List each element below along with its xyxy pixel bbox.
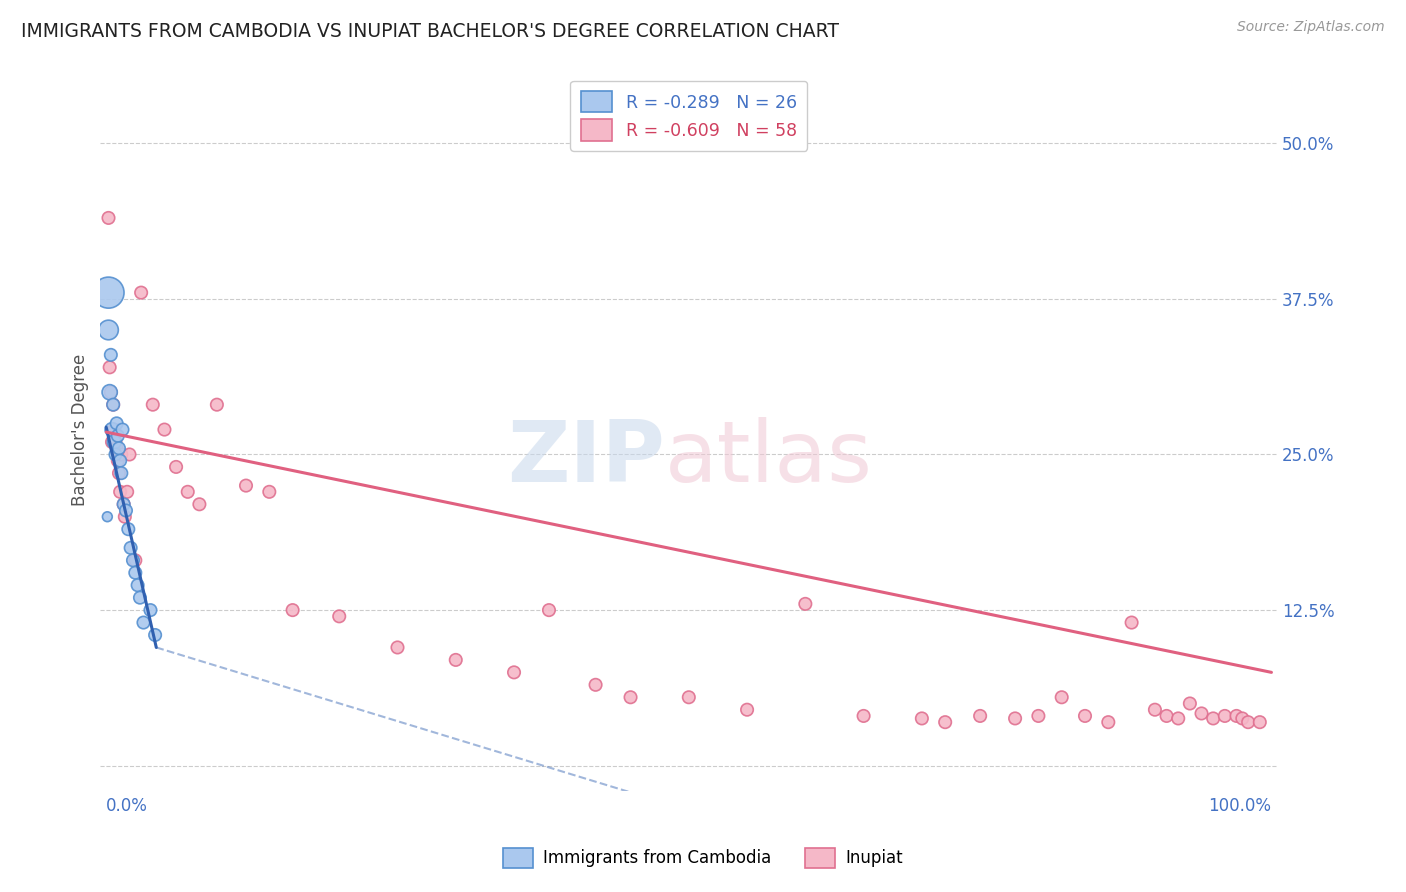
Point: [100, 348, 122, 362]
Point: [115, 503, 138, 517]
Point: [177, 484, 200, 499]
Point: [110, 466, 132, 480]
Legend: R = -0.289   N = 26, R = -0.609   N = 58: R = -0.289 N = 26, R = -0.609 N = 58: [571, 81, 807, 151]
Point: [124, 566, 146, 580]
Point: [444, 653, 467, 667]
Point: [235, 478, 257, 492]
Point: [101, 398, 124, 412]
Point: [112, 497, 135, 511]
Point: [132, 615, 155, 630]
Point: [1167, 711, 1189, 725]
Point: [678, 690, 700, 705]
Point: [120, 541, 142, 555]
Point: [1225, 709, 1247, 723]
Point: [188, 497, 211, 511]
Text: atlas: atlas: [665, 417, 873, 500]
Point: [108, 442, 131, 456]
Point: [104, 435, 127, 450]
Point: [129, 285, 152, 300]
Y-axis label: Bachelor's Degree: Bachelor's Degree: [72, 353, 89, 506]
Point: [259, 484, 281, 499]
Point: [112, 497, 135, 511]
Point: [104, 448, 127, 462]
Point: [1178, 697, 1201, 711]
Point: [139, 603, 162, 617]
Legend: Immigrants from Cambodia, Inupiat: Immigrants from Cambodia, Inupiat: [496, 841, 910, 875]
Text: ZIP: ZIP: [508, 417, 665, 500]
Point: [1249, 715, 1271, 730]
Point: [100, 385, 122, 400]
Point: [1121, 615, 1143, 630]
Point: [619, 690, 641, 705]
Point: [1028, 709, 1050, 723]
Point: [97, 285, 120, 300]
Point: [503, 665, 526, 680]
Point: [110, 448, 132, 462]
Text: Source: ZipAtlas.com: Source: ZipAtlas.com: [1237, 20, 1385, 34]
Point: [122, 553, 145, 567]
Point: [1213, 709, 1236, 723]
Point: [97, 323, 120, 337]
Text: 100.0%: 100.0%: [1208, 797, 1271, 815]
Point: [1237, 715, 1260, 730]
Point: [124, 553, 146, 567]
Point: [107, 453, 129, 467]
Point: [114, 509, 136, 524]
Point: [1074, 709, 1097, 723]
Point: [387, 640, 409, 655]
Point: [852, 709, 875, 723]
Point: [143, 628, 166, 642]
Point: [585, 678, 607, 692]
Point: [115, 484, 138, 499]
Point: [537, 603, 560, 617]
Point: [111, 423, 134, 437]
Point: [205, 398, 228, 412]
Point: [1004, 711, 1026, 725]
Point: [142, 398, 165, 412]
Point: [101, 423, 124, 437]
Point: [165, 459, 187, 474]
Point: [1050, 690, 1073, 705]
Point: [108, 484, 131, 499]
Point: [96, 509, 118, 524]
Point: [107, 429, 129, 443]
Point: [103, 435, 125, 450]
Point: [103, 423, 125, 437]
Point: [98, 385, 121, 400]
Point: [101, 435, 124, 450]
Point: [108, 466, 131, 480]
Point: [1156, 709, 1178, 723]
Point: [1232, 711, 1254, 725]
Point: [97, 211, 120, 225]
Point: [1202, 711, 1225, 725]
Point: [118, 448, 141, 462]
Point: [1097, 715, 1119, 730]
Point: [105, 417, 128, 431]
Point: [105, 442, 128, 456]
Point: [127, 578, 149, 592]
Point: [153, 423, 176, 437]
Point: [101, 398, 124, 412]
Point: [129, 591, 152, 605]
Point: [117, 522, 139, 536]
Point: [794, 597, 817, 611]
Point: [1191, 706, 1213, 721]
Point: [108, 453, 131, 467]
Text: 0.0%: 0.0%: [107, 797, 148, 815]
Text: IMMIGRANTS FROM CAMBODIA VS INUPIAT BACHELOR'S DEGREE CORRELATION CHART: IMMIGRANTS FROM CAMBODIA VS INUPIAT BACH…: [21, 22, 839, 41]
Point: [98, 360, 121, 375]
Point: [328, 609, 350, 624]
Point: [735, 703, 758, 717]
Point: [911, 711, 934, 725]
Point: [281, 603, 304, 617]
Point: [969, 709, 991, 723]
Point: [1143, 703, 1166, 717]
Point: [934, 715, 956, 730]
